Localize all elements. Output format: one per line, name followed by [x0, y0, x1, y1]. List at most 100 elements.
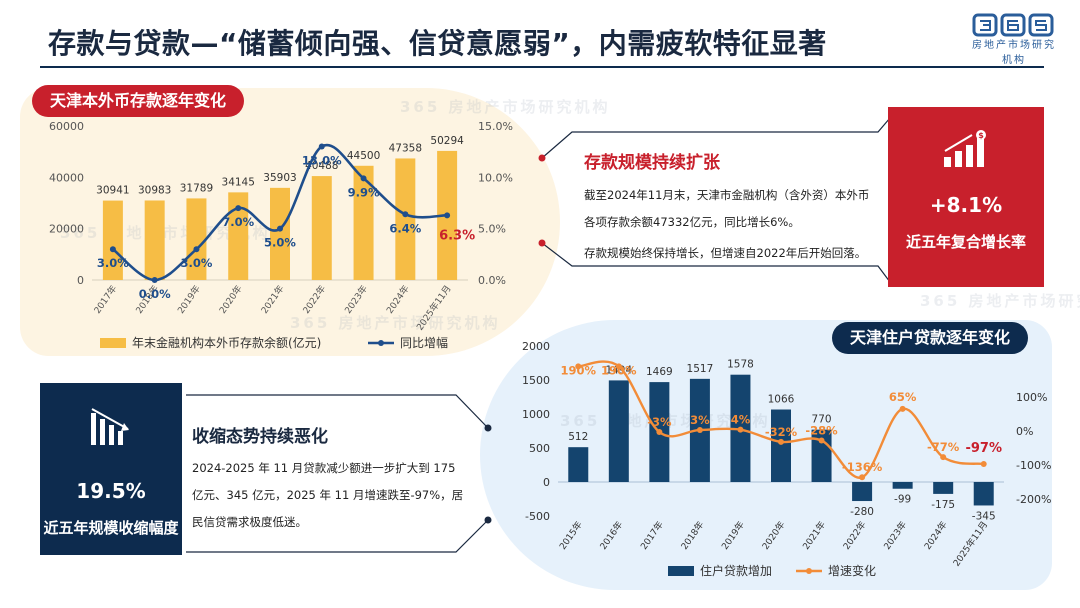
- loan-growth-label: -77%: [927, 440, 960, 454]
- deposit-heading: 存款规模持续扩张: [584, 153, 720, 173]
- loan-growth-point: [575, 363, 582, 370]
- loan-bar-label: -345: [972, 510, 996, 522]
- declining-bars-icon: [91, 408, 129, 445]
- loan-growth-point: [818, 437, 825, 444]
- legend-bar-swatch: [100, 338, 126, 348]
- deposit-bar: [270, 187, 290, 280]
- deposit-bar-label: 44500: [347, 150, 380, 162]
- legend-line-label: 同比增幅: [400, 335, 448, 350]
- loan-growth-point: [940, 454, 947, 461]
- deposit-bar-label: 31789: [180, 182, 213, 194]
- loan-bar: [852, 482, 873, 502]
- brand-logo: 房地产市场研究机构: [968, 12, 1060, 66]
- growth-rate-point: [151, 277, 158, 283]
- page-title: 存款与贷款—“储蓄倾向强、信贷意愿弱”，内需疲软特征显著: [48, 27, 827, 60]
- logo-text: 房地产市场研究机构: [972, 40, 1056, 66]
- deposit-bar: [311, 176, 332, 280]
- loan-heading: 收缩态势持续恶化: [192, 427, 328, 447]
- growth-rate-label: 3.0%: [180, 256, 212, 270]
- loan-growth-label: -136%: [842, 460, 883, 474]
- loan-section-tag: 天津住户贷款逐年变化: [832, 322, 1029, 354]
- growth-rate-label: 7.0%: [222, 215, 254, 229]
- deposit-bar-label: 34145: [222, 176, 255, 188]
- deposit-growth-card: $ +8.1% 近五年复合增长率: [888, 107, 1044, 287]
- growth-rate-point: [109, 246, 116, 253]
- loan-bar: [608, 380, 629, 482]
- y-axis-left-tick: 60000: [49, 120, 84, 133]
- y-axis-right-tick: 0.0%: [478, 274, 506, 287]
- deposit-paragraph-1: 截至2024年11月末，天津市金融机构（含外资）本外币各项存款余额47332亿元…: [584, 188, 870, 229]
- growth-rate-label: 5.0%: [264, 236, 296, 250]
- deposit-bar-label: 47358: [389, 142, 422, 154]
- y-axis-right-tick: 10.0%: [478, 171, 513, 184]
- deposit-growth-label: 近五年复合增长率: [905, 233, 1026, 251]
- deposit-bar-label: 35903: [263, 172, 296, 184]
- deposit-growth-value: +8.1%: [929, 193, 1003, 217]
- loan-growth-point: [899, 405, 906, 412]
- growth-rate-label: 6.3%: [439, 228, 475, 243]
- loan-bar-label: 1066: [768, 394, 795, 406]
- y-axis-left-tick: 0: [77, 274, 84, 287]
- loan-growth-point: [859, 474, 866, 481]
- growth-rate-point: [235, 205, 242, 212]
- loan-growth-point: [615, 363, 622, 370]
- loan-growth-label: -32%: [765, 425, 798, 439]
- deposit-bar: [353, 165, 374, 280]
- legend-line-label: 增速变化: [828, 563, 876, 578]
- loan-growth-point: [737, 426, 744, 433]
- y-axis-right-tick: -200%: [1016, 493, 1051, 506]
- loan-shrink-value: 19.5%: [76, 479, 146, 503]
- loan-growth-label: 4%: [731, 413, 751, 427]
- loan-bar: [568, 447, 589, 482]
- growth-rate-point: [193, 246, 200, 253]
- deposit-bar: [144, 200, 165, 280]
- y-axis-left-tick: 1000: [522, 408, 550, 421]
- legend-line-marker: [378, 340, 384, 346]
- deposit-paragraph-2: 存款规模始终保持增长，但增速自2022年后开始回落。: [584, 246, 867, 260]
- loan-growth-label: 190%: [561, 363, 597, 377]
- growth-rate-label: 0.0%: [139, 287, 171, 301]
- growth-rate-label: 13.0%: [302, 154, 342, 168]
- y-axis-left-tick: 500: [529, 442, 550, 455]
- legend-bar-label: 住户贷款增加: [700, 563, 772, 578]
- loan-growth-label: -28%: [805, 424, 838, 438]
- loan-growth-label: -3%: [647, 415, 672, 429]
- growth-rate-point: [444, 212, 451, 219]
- y-axis-right-tick: 0%: [1016, 425, 1033, 438]
- y-axis-left-tick: 40000: [49, 171, 84, 184]
- y-axis-left-tick: 0: [543, 476, 550, 489]
- loan-paragraph: 2024-2025 年 11 月贷款减少额进一步扩大到 175 亿元、345 亿…: [192, 461, 464, 529]
- legend-bar-label: 年末金融机构本外币存款余额(亿元): [132, 335, 321, 350]
- deposit-bar-label: 50294: [430, 135, 464, 147]
- deposit-chart: 02000040000600000.0%5.0%10.0%15.0%309412…: [49, 120, 513, 350]
- loan-chart: -5000500100015002000-200%-100%0%100%5122…: [522, 340, 1051, 578]
- loan-bar-label: 1578: [727, 359, 754, 371]
- deposit-bar: [395, 158, 416, 280]
- deposit-section-tag: 天津本外币存款逐年变化: [32, 85, 245, 117]
- loan-growth-label: 3%: [690, 413, 710, 427]
- loan-shrink-card: 19.5% 近五年规模收缩幅度: [40, 383, 182, 555]
- growth-rate-point: [402, 211, 409, 218]
- growth-rate-point: [318, 143, 325, 150]
- loan-bar: [933, 482, 954, 494]
- loan-bar-label: 1517: [687, 363, 714, 375]
- growth-rate-point: [360, 175, 367, 182]
- rising-bars-icon: $: [944, 130, 986, 167]
- loan-bar: [892, 482, 913, 489]
- deposit-bar: [186, 198, 207, 280]
- legend-line-marker: [806, 568, 812, 574]
- loan-bar-label: 512: [568, 431, 588, 443]
- loan-growth-label: 190%: [601, 363, 637, 377]
- y-axis-right-tick: -100%: [1016, 459, 1051, 472]
- y-axis-left-tick: 2000: [522, 340, 550, 353]
- y-axis-left-tick: 1500: [522, 374, 550, 387]
- loan-bar-label: -175: [931, 499, 955, 511]
- deposit-bar-label: 30983: [138, 184, 171, 196]
- title-divider: [40, 66, 1044, 68]
- growth-rate-point: [277, 225, 283, 232]
- loan-bar-label: 770: [812, 414, 832, 426]
- deposit-bar-label: 40488: [305, 160, 338, 172]
- deposit-bar-label: 30941: [96, 185, 129, 197]
- logo-365-icon: [972, 13, 1054, 37]
